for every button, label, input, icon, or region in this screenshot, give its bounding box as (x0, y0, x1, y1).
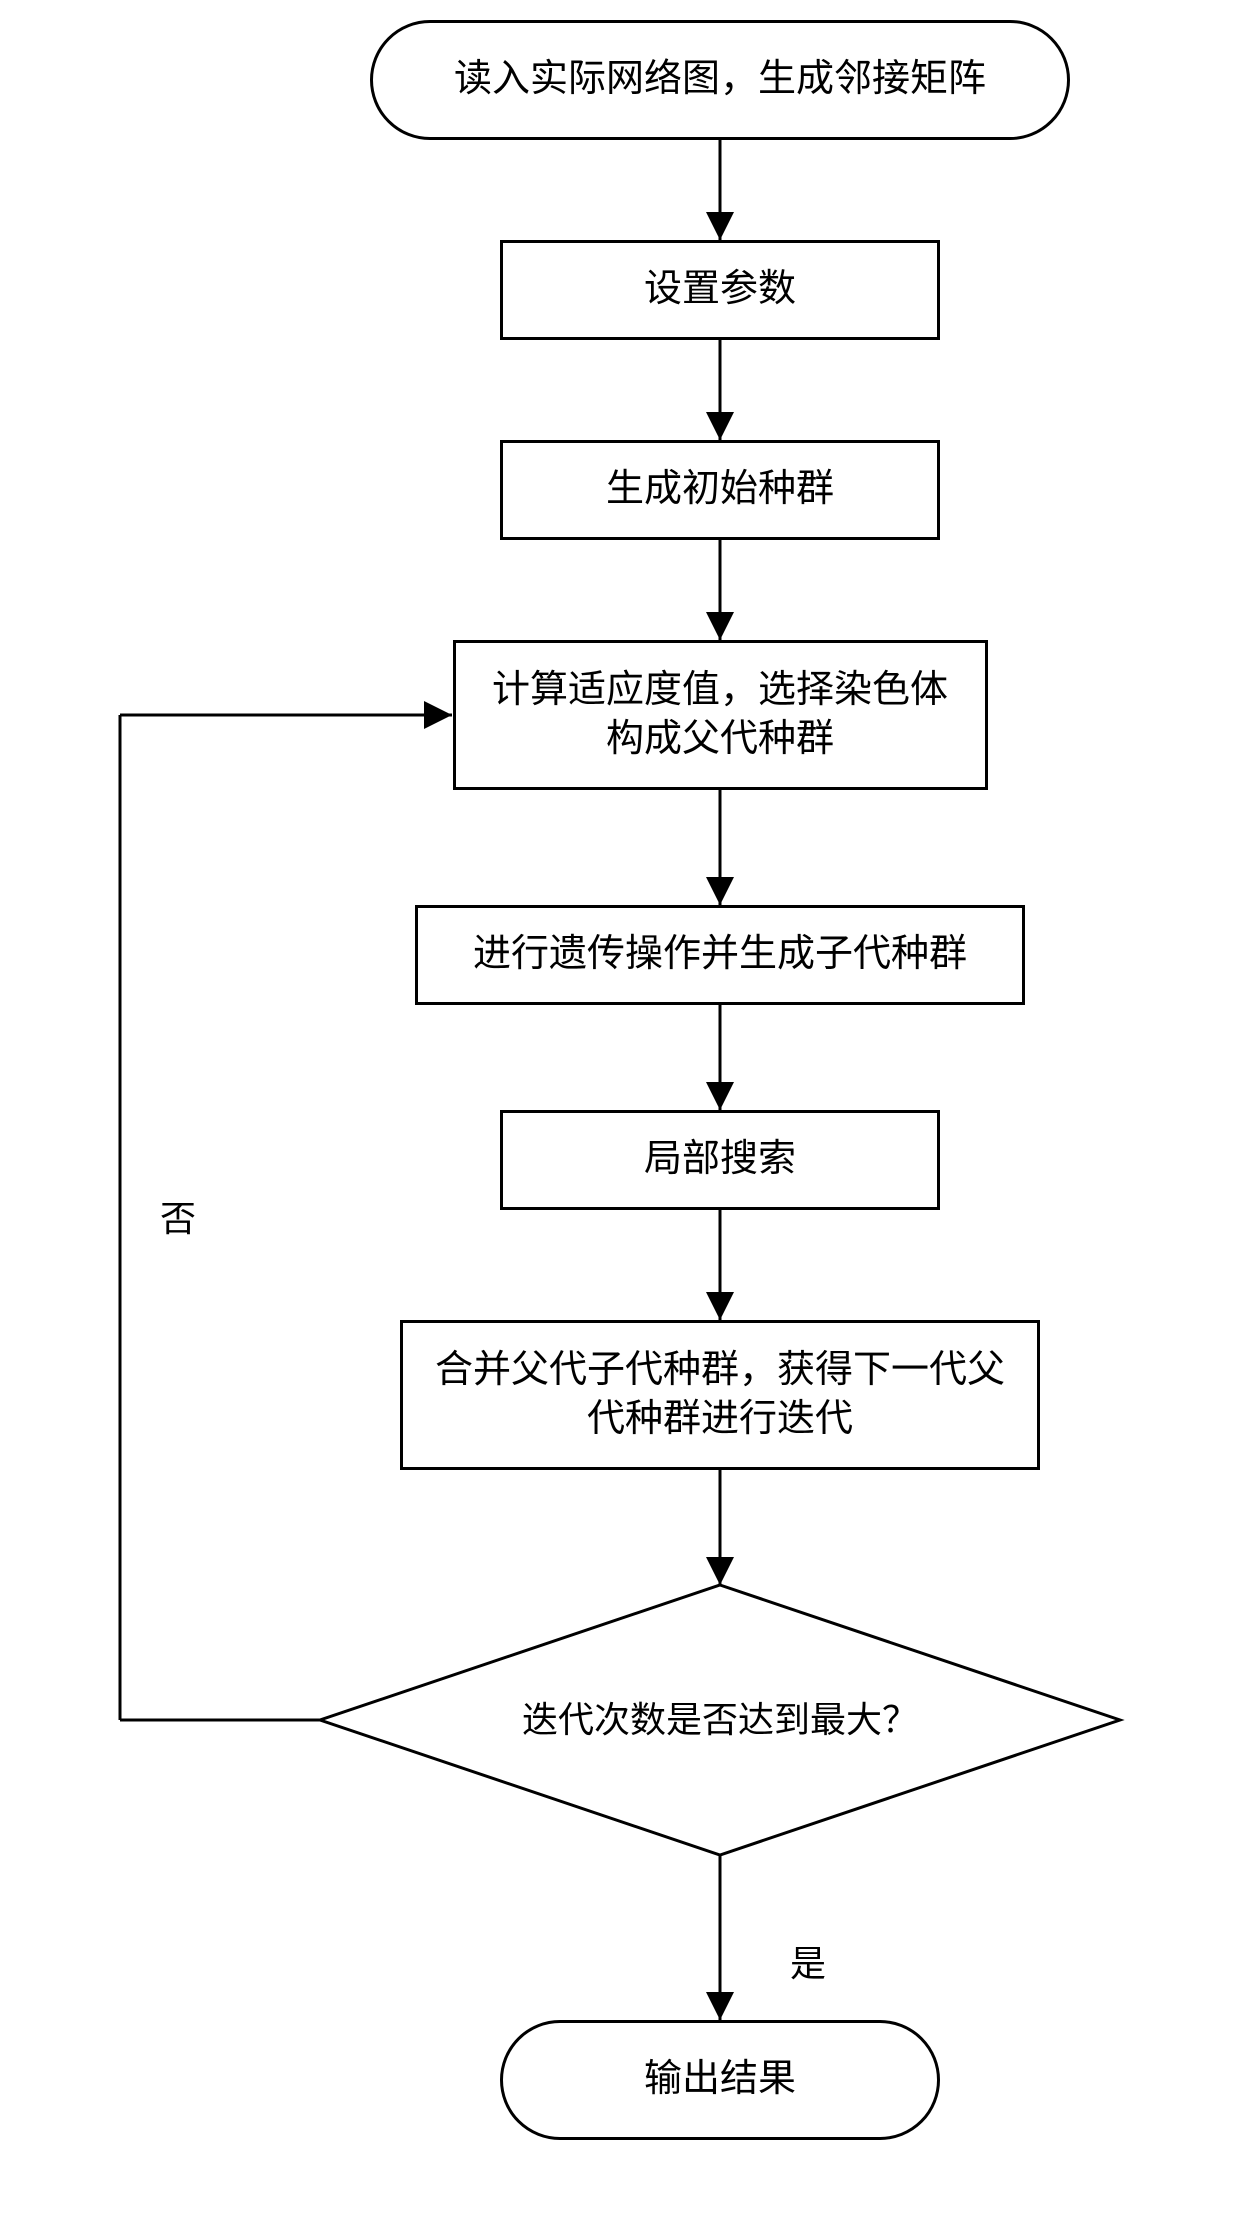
edge-label-yes: 是 (790, 1935, 826, 1987)
process-n7: 合并父代子代种群，获得下一代父代种群进行迭代 (400, 1320, 1040, 1470)
edge-label-no: 否 (160, 1190, 196, 1242)
process-n6: 局部搜索 (500, 1110, 940, 1210)
process-n5: 进行遗传操作并生成子代种群 (415, 905, 1025, 1005)
terminal-n1: 读入实际网络图，生成邻接矩阵 (370, 20, 1070, 140)
decision-n8: 迭代次数是否达到最大？ (464, 1644, 976, 1795)
flowchart-canvas: 读入实际网络图，生成邻接矩阵设置参数生成初始种群计算适应度值，选择染色体构成父代… (0, 0, 1240, 2218)
process-n4: 计算适应度值，选择染色体构成父代种群 (453, 640, 988, 790)
process-n2: 设置参数 (500, 240, 940, 340)
terminal-n9: 输出结果 (500, 2020, 940, 2140)
process-n3: 生成初始种群 (500, 440, 940, 540)
